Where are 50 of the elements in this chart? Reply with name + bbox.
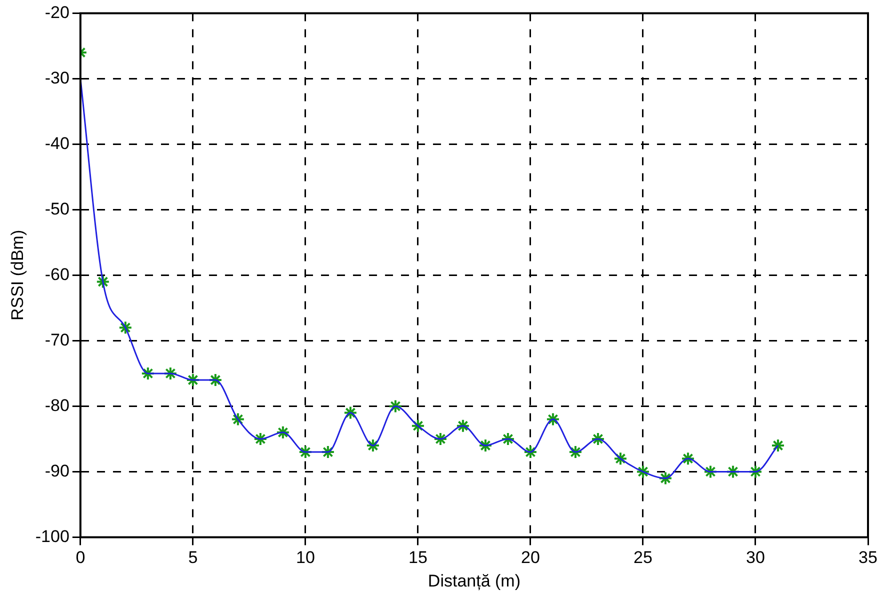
y-axis-title: RSSI (dBm) xyxy=(8,230,27,321)
point xyxy=(748,464,762,479)
point xyxy=(680,452,695,466)
point xyxy=(298,445,312,460)
y-tick-label: -80 xyxy=(44,396,70,415)
point xyxy=(590,432,605,446)
point xyxy=(770,438,785,452)
point xyxy=(523,445,538,460)
point xyxy=(658,471,672,486)
x-tick-label: 5 xyxy=(188,548,198,568)
point xyxy=(703,464,718,479)
x-tick-label: 10 xyxy=(296,548,315,568)
point xyxy=(500,432,515,446)
point xyxy=(410,418,425,433)
x-tick-label: 20 xyxy=(521,548,540,568)
point xyxy=(163,366,178,380)
point xyxy=(276,425,290,440)
point xyxy=(613,452,628,466)
point xyxy=(478,438,492,452)
point xyxy=(140,366,155,380)
x-tick-label: 35 xyxy=(858,548,878,568)
point xyxy=(568,445,582,460)
y-tick-label: -70 xyxy=(44,330,70,350)
point xyxy=(456,418,470,433)
y-tick-label: -90 xyxy=(44,461,70,480)
x-tick-label: 0 xyxy=(76,548,86,568)
y-tick-label: -60 xyxy=(44,264,70,284)
y-tick-label: -20 xyxy=(44,2,70,22)
point xyxy=(388,399,402,414)
point xyxy=(208,373,222,387)
point xyxy=(320,445,335,460)
point xyxy=(366,438,380,452)
x-tick-label: 25 xyxy=(634,548,652,568)
x-tick-label: 30 xyxy=(746,548,765,568)
point xyxy=(726,464,740,479)
y-tick-label: -100 xyxy=(35,526,70,546)
y-tick-label: -30 xyxy=(44,68,70,88)
point xyxy=(636,464,650,479)
point xyxy=(186,373,200,387)
point xyxy=(96,274,110,289)
point xyxy=(118,320,132,335)
x-axis-title: Distanță (m) xyxy=(428,571,520,590)
point xyxy=(433,432,448,446)
point xyxy=(230,412,245,426)
x-tick-label: 15 xyxy=(408,548,428,568)
y-tick-label: -50 xyxy=(44,199,70,218)
point xyxy=(343,406,358,420)
point xyxy=(546,412,560,426)
y-tick-label: -40 xyxy=(44,134,70,153)
point xyxy=(253,432,268,446)
